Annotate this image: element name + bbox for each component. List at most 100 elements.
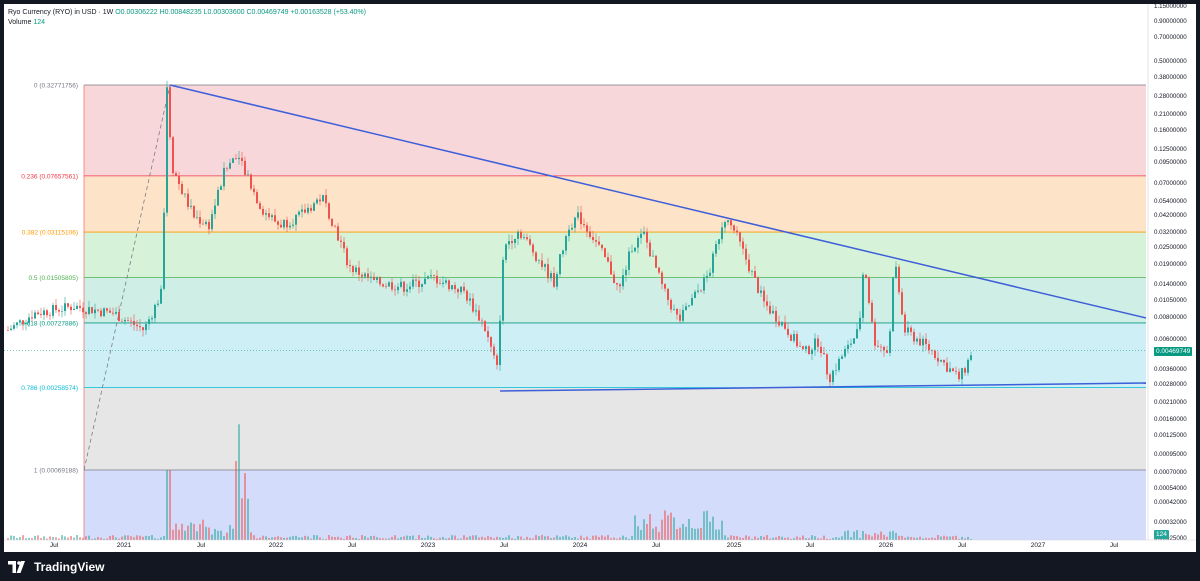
candle xyxy=(406,283,408,297)
volume-bar xyxy=(184,530,186,540)
candle xyxy=(121,318,123,322)
volume-bar xyxy=(769,538,771,540)
candle xyxy=(649,239,651,257)
time-scale[interactable]: Jul 2021 Jul 2022 Jul 2023 Jul 2024 Jul 2025 Jul 20… xyxy=(4,539,1196,549)
volume-bar xyxy=(931,537,933,540)
time-tick: 2024 xyxy=(573,542,588,549)
volume-bar xyxy=(250,532,252,540)
volume-bar xyxy=(397,538,399,540)
fib-trend-line[interactable] xyxy=(83,84,171,471)
candle xyxy=(610,255,612,275)
candle xyxy=(157,299,159,307)
volume-bar xyxy=(334,537,336,540)
volume-bar xyxy=(586,536,588,540)
price-tick: 0.00095000 xyxy=(1154,451,1187,458)
volume-bar xyxy=(520,536,522,540)
volume-bar xyxy=(526,536,528,540)
volume-bar xyxy=(304,535,306,540)
volume-bar xyxy=(328,535,330,540)
volume-bar xyxy=(412,535,414,540)
candle xyxy=(199,210,201,228)
volume-bar xyxy=(295,535,297,540)
candle xyxy=(427,275,429,280)
volume-bar xyxy=(52,537,54,540)
volume-bar xyxy=(475,535,477,540)
candle xyxy=(829,372,831,389)
volume-bar xyxy=(490,536,492,540)
candle xyxy=(928,340,930,355)
volume-bar xyxy=(682,523,684,540)
candle xyxy=(559,254,561,277)
tradingview-logo-icon xyxy=(8,560,25,573)
volume-bar xyxy=(463,535,465,540)
candle xyxy=(253,184,255,196)
candle xyxy=(172,135,174,177)
candle xyxy=(532,242,534,257)
candle xyxy=(34,310,36,320)
volume-bar xyxy=(592,535,594,540)
candle xyxy=(898,264,900,295)
candle xyxy=(862,272,864,323)
volume-bar xyxy=(571,537,573,540)
volume-bar xyxy=(901,535,903,540)
chart-panel[interactable]: 0 (0.32771756) 0.236 (0.07657561) 0.382 (0… xyxy=(4,4,1196,552)
trend-lines[interactable] xyxy=(83,84,1147,471)
volume-bar xyxy=(415,538,417,540)
volume-bar xyxy=(952,536,954,540)
volume-bar xyxy=(277,536,279,540)
trendline-resistance[interactable] xyxy=(169,84,1147,319)
volume-bar xyxy=(763,536,765,540)
time-tick: Jul xyxy=(500,542,509,549)
candle xyxy=(925,333,927,350)
candle xyxy=(844,345,846,359)
tradingview-logo[interactable]: TradingView xyxy=(8,560,104,574)
volume-bar xyxy=(13,535,15,540)
volume-bar xyxy=(733,535,735,540)
legend-low: L0.00303600 xyxy=(203,9,245,16)
volume-bar xyxy=(280,537,282,540)
volume-bar xyxy=(847,530,849,540)
volume-bar xyxy=(133,537,135,540)
volume-bar xyxy=(637,526,639,540)
volume-bar xyxy=(382,538,384,540)
volume-bar xyxy=(706,510,708,540)
candle xyxy=(40,307,42,319)
candle xyxy=(757,276,759,294)
candle xyxy=(595,233,597,248)
candle xyxy=(181,181,183,195)
volume-bar xyxy=(859,537,861,540)
volume-bar xyxy=(892,530,894,540)
candle xyxy=(871,299,873,324)
volume-bar xyxy=(364,536,366,540)
candle xyxy=(376,276,378,283)
volume-bar xyxy=(79,537,81,540)
candle xyxy=(847,340,849,354)
volume-bar xyxy=(757,537,759,540)
candle xyxy=(832,369,834,386)
legend-symbol[interactable]: Ryo Currency (RYO) in USD · 1W xyxy=(8,9,114,16)
volume-bar xyxy=(322,538,324,540)
candle xyxy=(97,309,99,313)
candle xyxy=(391,278,393,292)
trendline-support[interactable] xyxy=(499,382,1147,392)
volume-bar xyxy=(823,535,825,540)
candle xyxy=(604,247,606,258)
candle xyxy=(796,330,798,349)
volume-bar xyxy=(679,527,681,540)
price-tick: 0.38000000 xyxy=(1154,74,1187,81)
price-scale[interactable]: 1.15000000 0.90000000 0.70000000 0.50000000… xyxy=(4,4,1187,542)
volume-bar xyxy=(937,535,939,540)
candle xyxy=(802,345,804,350)
chart-legend: Ryo Currency (RYO) in USD · 1W O0.003062… xyxy=(8,8,366,28)
candle xyxy=(556,271,558,291)
time-tick: 2023 xyxy=(421,542,436,549)
candle xyxy=(115,307,117,316)
candle xyxy=(562,249,564,258)
price-chart[interactable]: 0 (0.32771756) 0.236 (0.07657561) 0.382 (0… xyxy=(4,4,1196,552)
candle xyxy=(814,333,816,356)
price-tick: 0.07000000 xyxy=(1154,180,1187,187)
legend-volume-label[interactable]: Volume xyxy=(8,19,32,26)
candle xyxy=(631,244,633,254)
volume-bar xyxy=(949,536,951,540)
price-tick: 0.00360000 xyxy=(1154,366,1187,373)
